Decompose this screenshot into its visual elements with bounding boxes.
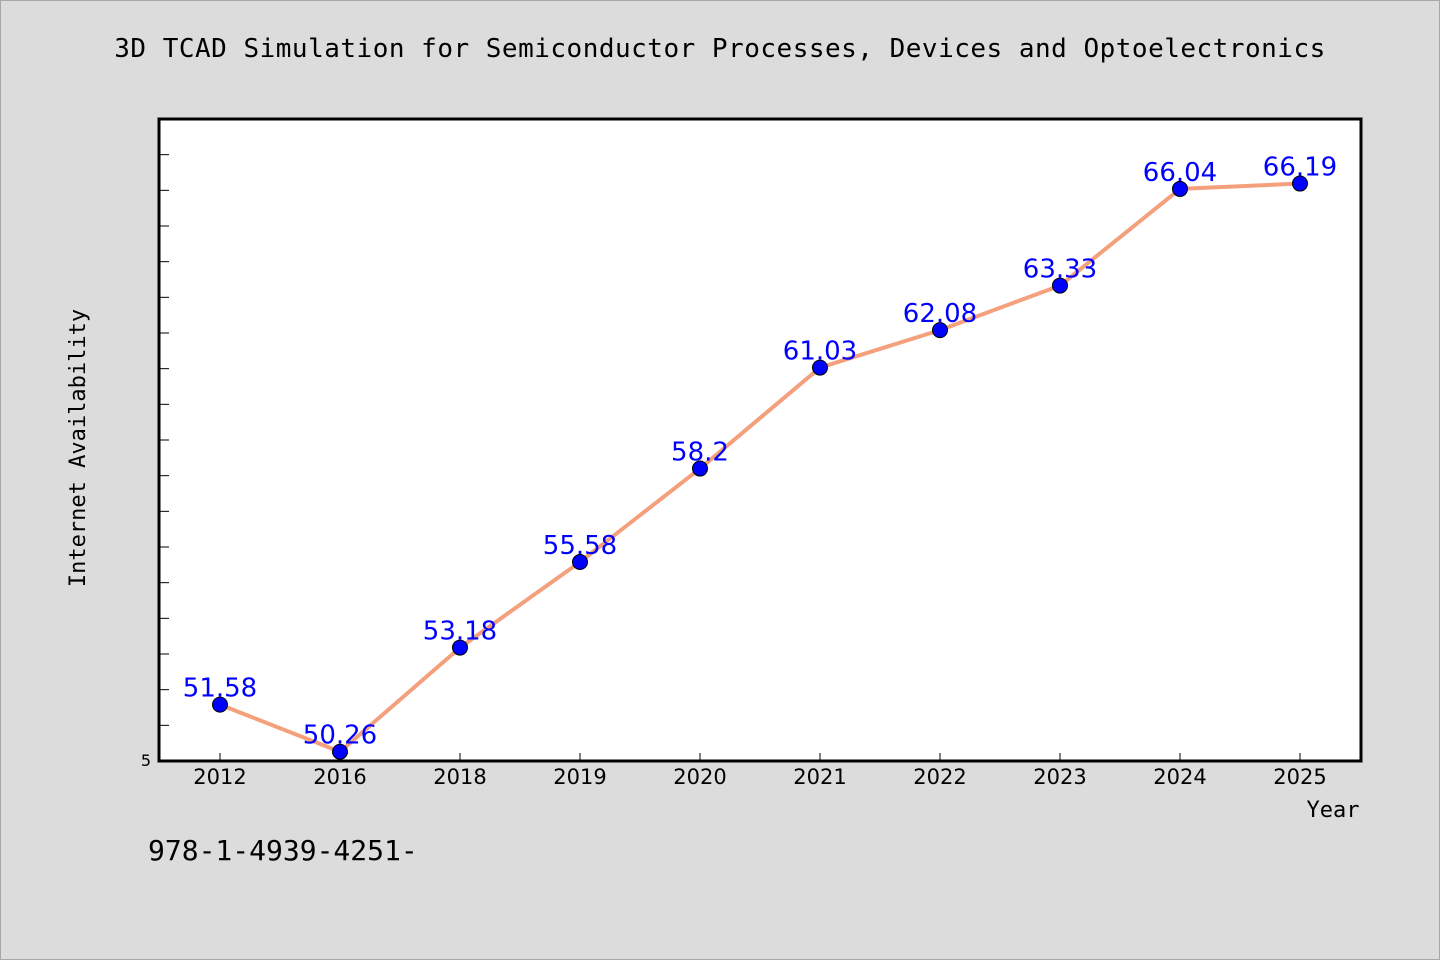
- data-point: [332, 743, 348, 760]
- data-point: [812, 359, 828, 376]
- data-label: 53.18: [423, 617, 497, 647]
- y-axis-label: Internet Availability: [66, 309, 91, 587]
- x-tick-label: 2023: [1033, 765, 1086, 789]
- x-axis-label: Year: [1307, 798, 1360, 823]
- x-tick-label: 2016: [313, 765, 366, 789]
- data-label: 51.58: [183, 674, 257, 704]
- data-label: 61.03: [783, 337, 857, 367]
- x-tick-label: 2018: [433, 765, 486, 789]
- data-point: [1052, 277, 1068, 294]
- series-line: [219, 181, 1301, 754]
- y-axis-ticks: [159, 118, 169, 762]
- data-label: 66.19: [1263, 153, 1337, 183]
- x-tick-label: 2020: [673, 765, 726, 789]
- data-label: 58.2: [671, 438, 729, 468]
- data-point: [932, 322, 948, 339]
- x-tick-label: 2021: [793, 765, 846, 789]
- data-point: [212, 696, 228, 713]
- x-tick-label: 2022: [913, 765, 966, 789]
- x-axis-ticks: 2012 2016 2018 2019 2020 2021 2022 2023 2024 2025: [193, 753, 1327, 789]
- data-label: 50.26: [303, 721, 377, 751]
- chart-title: 3D TCAD Simulation for Semiconductor Pro…: [114, 34, 1326, 64]
- data-point: [1292, 175, 1308, 192]
- data-point: [692, 460, 708, 477]
- x-tick-label: 2024: [1153, 765, 1206, 789]
- data-point: [572, 553, 588, 570]
- data-label: 62.08: [903, 299, 977, 329]
- data-label: 66.04: [1143, 158, 1217, 188]
- data-point: [452, 639, 468, 656]
- data-label: 63.33: [1023, 255, 1097, 285]
- series-group: 51.58 50.26 53.18 55.58 58.2 61.03 62.08 63.33 6…: [183, 153, 1337, 760]
- x-tick-label: 2019: [553, 765, 606, 789]
- data-point: [1172, 180, 1188, 197]
- isbn-text: 978-1-4939-4251-: [148, 834, 418, 867]
- x-tick-label: 2025: [1273, 765, 1326, 789]
- x-tick-label: 2012: [193, 765, 246, 789]
- y-tick-label: 5: [141, 751, 151, 770]
- data-label: 55.58: [543, 531, 617, 561]
- plot-area: [157, 117, 1363, 763]
